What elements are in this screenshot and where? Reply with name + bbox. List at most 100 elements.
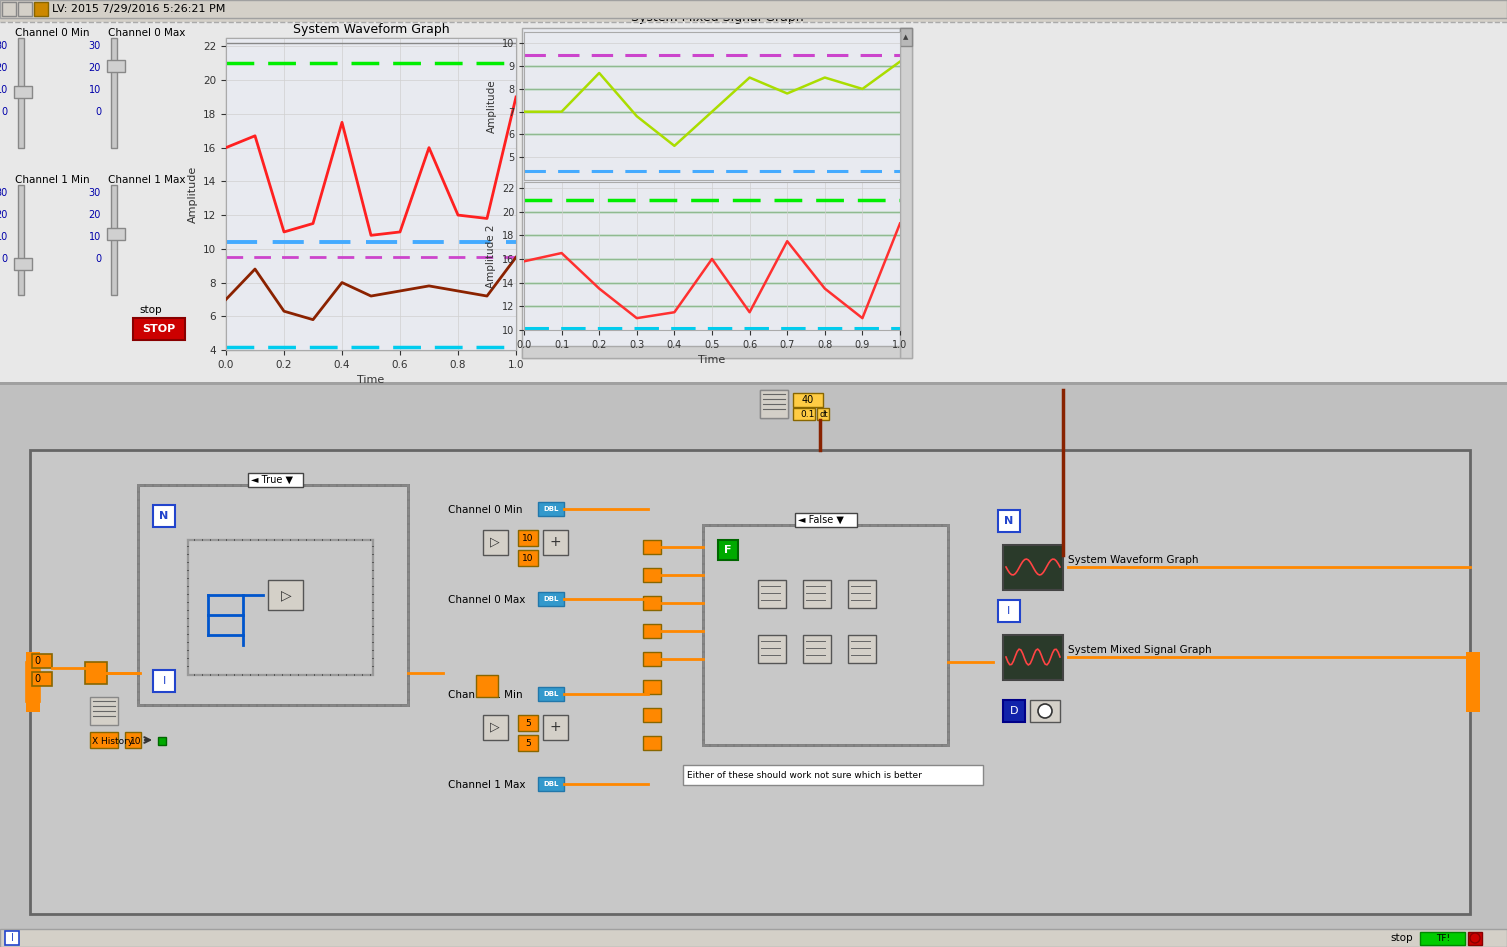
- Bar: [643, 708, 662, 722]
- Bar: [90, 732, 118, 748]
- Bar: [18, 38, 24, 148]
- Bar: [521, 28, 912, 358]
- Bar: [702, 525, 948, 745]
- Text: N: N: [160, 511, 169, 521]
- Bar: [107, 60, 125, 72]
- Text: ▷: ▷: [490, 721, 500, 734]
- Text: 5: 5: [524, 719, 530, 727]
- Text: 10: 10: [0, 232, 8, 242]
- Bar: [18, 185, 24, 295]
- Text: System Waveform Graph: System Waveform Graph: [1068, 555, 1198, 565]
- Bar: [518, 550, 538, 566]
- Bar: [900, 28, 912, 358]
- Bar: [998, 510, 1020, 532]
- Bar: [0, 382, 1507, 385]
- Bar: [107, 228, 125, 240]
- Bar: [643, 736, 662, 750]
- Bar: [484, 530, 508, 555]
- Bar: [112, 38, 118, 148]
- Bar: [32, 654, 53, 668]
- Text: I: I: [163, 676, 166, 686]
- Bar: [848, 580, 876, 608]
- Bar: [717, 540, 738, 560]
- Text: 0: 0: [95, 254, 101, 264]
- Bar: [14, 86, 32, 98]
- Text: 0: 0: [2, 254, 8, 264]
- Text: 30: 30: [0, 188, 8, 198]
- Bar: [26, 652, 41, 712]
- Bar: [543, 715, 568, 740]
- Text: 20: 20: [89, 210, 101, 220]
- Text: 30: 30: [89, 41, 101, 51]
- Bar: [0, 0, 1507, 18]
- Bar: [760, 390, 788, 418]
- Text: DBL: DBL: [544, 691, 559, 697]
- Bar: [643, 624, 662, 638]
- Bar: [643, 652, 662, 666]
- Bar: [643, 540, 662, 554]
- Bar: [1004, 635, 1062, 680]
- Bar: [796, 513, 857, 527]
- Text: Channel 0 Max: Channel 0 Max: [448, 595, 526, 605]
- Bar: [643, 596, 662, 610]
- Text: Channel 1 Min: Channel 1 Min: [15, 175, 89, 185]
- Text: DBL: DBL: [544, 506, 559, 512]
- Bar: [35, 2, 48, 16]
- Text: 10: 10: [0, 85, 8, 95]
- Bar: [154, 670, 175, 692]
- Bar: [521, 346, 900, 358]
- Bar: [643, 568, 662, 582]
- Text: 0: 0: [95, 107, 101, 117]
- Text: stop: stop: [139, 305, 161, 315]
- Bar: [154, 505, 175, 527]
- Bar: [125, 732, 142, 748]
- Bar: [226, 38, 515, 350]
- Bar: [518, 735, 538, 751]
- Text: ▲: ▲: [903, 34, 909, 40]
- Text: ◄ True ▼: ◄ True ▼: [252, 475, 292, 485]
- Bar: [760, 390, 788, 418]
- Text: Either of these should work not sure which is better: Either of these should work not sure whi…: [687, 771, 922, 779]
- Bar: [538, 502, 564, 516]
- Bar: [0, 385, 1507, 947]
- Bar: [158, 737, 166, 745]
- Text: D: D: [1010, 706, 1019, 716]
- Text: 5: 5: [524, 739, 530, 747]
- Bar: [476, 675, 497, 697]
- Y-axis label: Amplitude: Amplitude: [187, 166, 197, 223]
- Circle shape: [1469, 933, 1480, 943]
- Bar: [5, 931, 20, 945]
- Text: X History: X History: [92, 737, 133, 746]
- Text: 0: 0: [35, 656, 41, 666]
- Bar: [14, 258, 32, 270]
- Bar: [18, 2, 32, 16]
- Text: Channel 1 Min: Channel 1 Min: [448, 690, 523, 700]
- Text: F: F: [725, 545, 732, 555]
- Text: 0.1: 0.1: [800, 409, 814, 419]
- Text: +: +: [549, 720, 561, 734]
- Bar: [793, 408, 815, 420]
- Text: Channel 1 Max: Channel 1 Max: [109, 175, 185, 185]
- Bar: [268, 580, 303, 610]
- Bar: [998, 600, 1020, 622]
- Text: DBL: DBL: [544, 781, 559, 787]
- Text: 30: 30: [89, 188, 101, 198]
- Bar: [484, 715, 508, 740]
- Text: System Waveform Graph: System Waveform Graph: [292, 23, 449, 36]
- Text: stop: stop: [1389, 933, 1412, 943]
- Text: I: I: [11, 933, 14, 943]
- Bar: [793, 393, 823, 407]
- Bar: [249, 473, 303, 487]
- Text: ◄ False ▼: ◄ False ▼: [799, 515, 844, 525]
- Bar: [848, 635, 876, 663]
- Bar: [112, 185, 118, 295]
- Bar: [543, 530, 568, 555]
- Text: dt: dt: [820, 409, 829, 419]
- Y-axis label: Amplitude: Amplitude: [487, 80, 496, 133]
- Text: System Mixed Signal Graph: System Mixed Signal Graph: [631, 11, 803, 24]
- Text: STOP: STOP: [142, 324, 176, 334]
- Text: 10: 10: [523, 553, 533, 563]
- Bar: [538, 777, 564, 791]
- Text: TF!: TF!: [1436, 934, 1450, 942]
- Bar: [758, 580, 787, 608]
